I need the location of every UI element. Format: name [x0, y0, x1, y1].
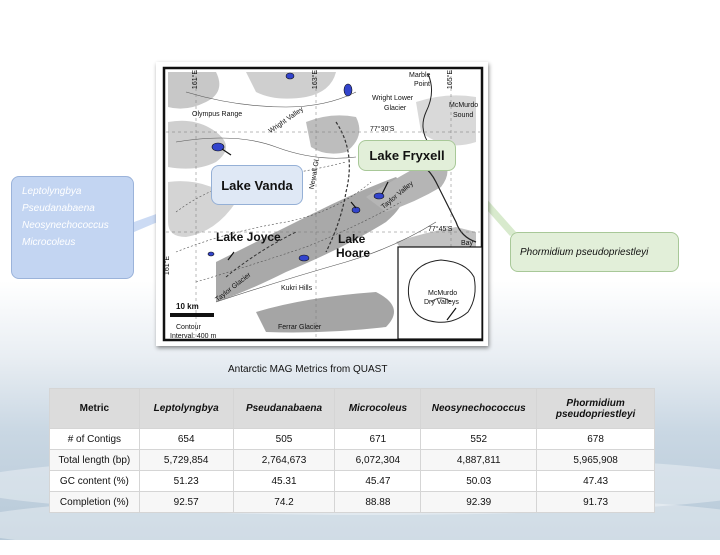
- label-contour-2: Interval: 400 m: [170, 333, 217, 340]
- lake-marker: [298, 254, 310, 262]
- table-cell: 2,764,673: [232, 449, 336, 471]
- table-row: # of Contigs 654 505 671 552 678: [49, 428, 655, 450]
- organism-label: Leptolyngbya: [22, 186, 82, 197]
- label-marble-point-2: Point: [414, 81, 430, 88]
- label-bay: Bay: [461, 240, 474, 247]
- lake-fryxell-label: Lake Fryxell: [369, 148, 445, 163]
- table-cell: 5,965,908: [536, 449, 655, 471]
- label-lon-left: 161°E: [164, 255, 172, 276]
- label-contour-1: Contour: [176, 324, 201, 331]
- column-header: Phormidium pseudopriestleyi: [536, 388, 655, 429]
- table-cell: 654: [138, 428, 234, 450]
- column-header: Metric: [49, 388, 140, 429]
- table-cell: 671: [334, 428, 422, 450]
- label-lake-hoare-2: Hoare: [336, 246, 371, 260]
- lake-vanda-callout: Lake Vanda: [211, 165, 303, 205]
- scale-bar: [170, 313, 214, 317]
- table-cell: 505: [232, 428, 336, 450]
- table-cell: 4,887,811: [420, 449, 538, 471]
- label-wright-lower-glacier-2: Glacier: [384, 105, 407, 112]
- table-cell: 51.23: [138, 470, 234, 492]
- label-wright-lower-glacier-1: Wright Lower: [372, 95, 414, 102]
- table-cell: 6,072,304: [334, 449, 422, 471]
- label-lon-1: 161°E: [192, 69, 200, 90]
- table-cell: 88.88: [334, 491, 422, 513]
- label-mcmurdo-sound-2: Sound: [453, 112, 474, 119]
- table-cell: 91.73: [536, 491, 655, 513]
- table-header-row: Metric Leptolyngbya Pseudanabaena Microc…: [49, 388, 655, 429]
- label-lake-hoare-1: Lake: [338, 232, 366, 246]
- organism-label: Pseudanabaena: [22, 203, 95, 214]
- label-olympus-range: Olympus Range: [192, 111, 243, 118]
- label-kukri-hills: Kukri Hills: [281, 285, 313, 292]
- table-row: Completion (%) 92.57 74.2 88.88 92.39 91…: [49, 491, 655, 513]
- label-inset-2: Dry Valleys: [424, 299, 459, 306]
- table-caption: Antarctic MAG Metrics from QUAST: [228, 364, 388, 375]
- table-cell: 5,729,854: [138, 449, 234, 471]
- table-cell: 45.31: [232, 470, 336, 492]
- lake-marker: [207, 251, 215, 257]
- column-header: Microcoleus: [334, 388, 422, 429]
- label-ferrar-glacier: Ferrar Glacier: [278, 324, 322, 331]
- organism-label: Phormidium pseudopriestleyi: [520, 246, 649, 258]
- table-cell: Total length (bp): [49, 449, 140, 471]
- label-marble-point-1: Marble: [409, 72, 431, 79]
- label-scale: 10 km: [176, 302, 199, 311]
- lake-marker: [351, 206, 361, 214]
- lake-fryxell-callout: Lake Fryxell: [358, 140, 456, 171]
- dry-valleys-map: Olympus Range Wright Valley Wright Lower…: [156, 62, 488, 346]
- label-lat-2: 77°45'S: [428, 226, 453, 233]
- label-lon-2: 163°E: [312, 69, 320, 90]
- quast-metrics-table: Metric Leptolyngbya Pseudanabaena Microc…: [49, 388, 655, 513]
- table-cell: # of Contigs: [49, 428, 140, 450]
- column-header: Pseudanabaena: [232, 388, 336, 429]
- table-cell: 74.2: [232, 491, 336, 513]
- lake-marker: [211, 142, 225, 152]
- table-cell: 47.43: [536, 470, 655, 492]
- slide: Olympus Range Wright Valley Wright Lower…: [11, 62, 679, 513]
- table-cell: 552: [420, 428, 538, 450]
- table-cell: Completion (%): [49, 491, 140, 513]
- organism-label: Neosynechococcus: [22, 220, 109, 231]
- label-lake-joyce: Lake Joyce: [216, 230, 281, 244]
- lake-marker: [343, 83, 353, 97]
- label-lat-1: 77°30'S: [370, 126, 395, 133]
- table-cell: 92.39: [420, 491, 538, 513]
- label-mcmurdo-sound-1: McMurdo: [449, 102, 479, 109]
- table-cell: GC content (%): [49, 470, 140, 492]
- lake-vanda-label: Lake Vanda: [221, 177, 293, 193]
- table-cell: 50.03: [420, 470, 538, 492]
- table-cell: 678: [536, 428, 655, 450]
- label-inset-1: McMurdo: [428, 290, 458, 297]
- organism-label: Microcoleus: [22, 237, 76, 248]
- table-row: Total length (bp) 5,729,854 2,764,673 6,…: [49, 449, 655, 471]
- table-cell: 45.47: [334, 470, 422, 492]
- fryxell-organism-callout: Phormidium pseudopriestleyi: [510, 232, 679, 272]
- lake-marker: [285, 72, 295, 80]
- table-row: GC content (%) 51.23 45.31 45.47 50.03 4…: [49, 470, 655, 492]
- lake-marker: [373, 192, 385, 200]
- column-header: Leptolyngbya: [138, 388, 234, 429]
- table-cell: 92.57: [138, 491, 234, 513]
- column-header: Neosynechococcus: [420, 388, 538, 429]
- vanda-organisms-callout: Leptolyngbya Pseudanabaena Neosynechococ…: [11, 176, 134, 279]
- label-lon-3: 165°E: [447, 69, 455, 90]
